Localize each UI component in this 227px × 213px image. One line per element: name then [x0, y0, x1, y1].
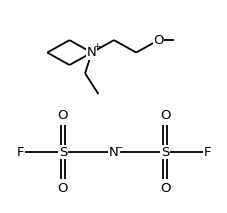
Text: F: F: [17, 146, 24, 159]
Text: O: O: [153, 34, 163, 47]
Text: S: S: [160, 146, 169, 159]
Text: N: N: [86, 46, 96, 59]
Text: +: +: [92, 42, 100, 51]
Text: S: S: [58, 146, 67, 159]
Text: O: O: [159, 109, 170, 122]
Text: −: −: [115, 142, 122, 151]
Text: F: F: [203, 146, 210, 159]
Text: O: O: [57, 109, 68, 122]
Text: O: O: [57, 182, 68, 195]
Text: O: O: [159, 182, 170, 195]
Text: N: N: [109, 146, 118, 159]
